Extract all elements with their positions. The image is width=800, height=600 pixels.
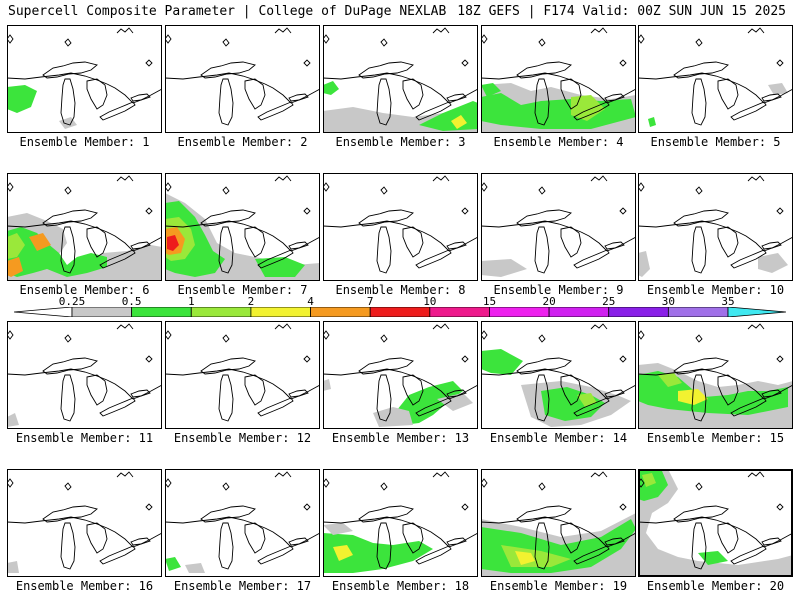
legend-tick-label: 20: [542, 295, 556, 308]
legend-bin: [489, 307, 550, 317]
legend-tick-label: 4: [307, 295, 314, 308]
ensemble-map-panel: [481, 469, 636, 577]
ensemble-map-panel: [7, 25, 162, 133]
legend-tick-label: 15: [482, 295, 497, 308]
legend-bin: [14, 307, 73, 317]
legend-bin: [548, 307, 610, 317]
ensemble-member-label: Ensemble Member: 7: [177, 283, 308, 297]
ensemble-member-label: Ensemble Member: 4: [493, 135, 624, 149]
legend-tick-label: 0.25: [58, 295, 86, 308]
legend-tick-label: 10: [423, 295, 437, 308]
ensemble-member-label: Ensemble Member: 16: [15, 579, 154, 593]
legend-bin: [131, 307, 192, 317]
legend-tick-label: 2: [247, 295, 255, 308]
ensemble-map-panel: [323, 25, 478, 133]
legend-tick-label: 0.5: [121, 295, 142, 308]
page-title: Supercell Composite Parameter | College …: [8, 4, 447, 19]
ensemble-map-panel: [165, 25, 320, 133]
ensemble-map-panel: [638, 469, 793, 577]
ensemble-map-panel: [638, 321, 793, 429]
ensemble-member-label: Ensemble Member: 19: [489, 579, 628, 593]
ensemble-member-label: Ensemble Member: 3: [335, 135, 466, 149]
ensemble-member-label: Ensemble Member: 20: [646, 579, 785, 593]
legend-bin: [608, 307, 669, 317]
ensemble-member-label: Ensemble Member: 17: [173, 579, 312, 593]
ensemble-map-panel: [323, 321, 478, 429]
ensemble-member-label: Ensemble Member: 8: [335, 283, 466, 297]
legend-tick-label: 35: [721, 295, 735, 308]
legend-tick-label: 1: [187, 295, 195, 308]
legend-tick-label: 25: [602, 295, 616, 308]
ensemble-member-label: Ensemble Member: 5: [650, 135, 781, 149]
ensemble-map-panel: [7, 469, 162, 577]
ensemble-map-panel: [638, 25, 793, 133]
ensemble-map-panel: [165, 321, 320, 429]
ensemble-member-label: Ensemble Member: 2: [177, 135, 308, 149]
ensemble-member-label: Ensemble Member: 6: [19, 283, 150, 297]
ensemble-map-panel: [481, 173, 636, 281]
ensemble-map-panel: [323, 173, 478, 281]
legend-bin: [250, 307, 311, 317]
ensemble-map-panel: [165, 469, 320, 577]
legend-tick-label: 7: [366, 295, 374, 308]
ensemble-member-label: Ensemble Member: 10: [646, 283, 785, 297]
ensemble-map-panel: [481, 25, 636, 133]
ensemble-member-label: Ensemble Member: 15: [646, 431, 785, 445]
ensemble-map-panel: [7, 321, 162, 429]
ensemble-member-label: Ensemble Member: 1: [19, 135, 150, 149]
legend-bin: [727, 307, 786, 317]
legend-bin: [429, 307, 490, 317]
ensemble-map-panel: [7, 173, 162, 281]
run-info: 18Z GEFS | F174 Valid: 00Z SUN JUN 15 20…: [457, 4, 786, 19]
ensemble-member-label: Ensemble Member: 14: [489, 431, 628, 445]
ensemble-map-panel: [638, 173, 793, 281]
ensemble-member-label: Ensemble Member: 9: [493, 283, 624, 297]
ensemble-member-label: Ensemble Member: 12: [173, 431, 312, 445]
legend-tick-label: 30: [661, 295, 675, 308]
ensemble-member-label: Ensemble Member: 18: [331, 579, 470, 593]
ensemble-map-panel: [323, 469, 478, 577]
legend-bin: [71, 307, 133, 317]
legend-bin: [310, 307, 371, 317]
ensemble-member-label: Ensemble Member: 13: [331, 431, 470, 445]
ensemble-member-label: Ensemble Member: 11: [15, 431, 154, 445]
legend-bin: [190, 307, 252, 317]
ensemble-map-panel: [481, 321, 636, 429]
ensemble-map-panel: [165, 173, 320, 281]
legend-bin: [667, 307, 729, 317]
color-legend: 0.25 0.5 1 2 4 7 10 15 20 25 30 35: [14, 295, 786, 320]
legend-bin: [369, 307, 431, 317]
